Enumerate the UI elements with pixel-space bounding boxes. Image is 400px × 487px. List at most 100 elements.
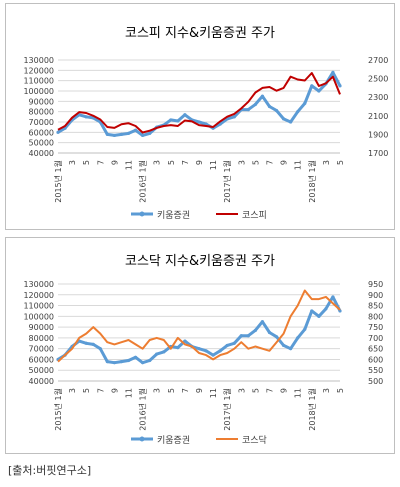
x-tick-label: 5 [167, 160, 176, 165]
data-point [253, 102, 257, 107]
y-left-tick-label: 70000 [29, 345, 54, 354]
legend-marker [139, 436, 145, 442]
y-left-tick-label: 130000 [23, 280, 54, 289]
data-point [310, 309, 314, 313]
data-point [253, 328, 257, 332]
data-point [155, 352, 159, 356]
legend-marker [139, 211, 145, 217]
legend-label: 키움증권 [157, 434, 190, 446]
x-tick-label: 2016년 1월 [138, 388, 148, 431]
data-point [218, 349, 222, 353]
data-point [162, 350, 166, 354]
chart-title: 코스닥 지수&키움증권 주가 [125, 254, 275, 269]
x-tick-label: 5 [82, 160, 91, 165]
data-point [246, 108, 250, 112]
data-point [197, 120, 201, 124]
x-tick-label: 7 [96, 388, 105, 393]
data-point [84, 115, 88, 119]
x-tick-label: 11 [294, 388, 303, 398]
x-tick-label: 3 [322, 160, 331, 165]
data-point [289, 120, 293, 124]
kosdaq-chart-panel: 코스닥 지수&키움증권 주가 40000 50000 60000 70000 80000 9… [5, 237, 395, 454]
x-tick-label: 5 [336, 388, 345, 393]
y-right-tick-label: 2300 [368, 93, 388, 102]
y-right-tick-label: 1900 [368, 130, 388, 139]
y-right-tick-label: 2100 [368, 112, 388, 121]
y-left-tick-label: 80000 [29, 334, 54, 343]
data-point [105, 360, 109, 364]
x-tick-label: 9 [280, 388, 289, 393]
x-tick-label: 2018년 1월 [307, 388, 317, 431]
y-right-tick-label: 850 [368, 302, 383, 311]
data-point [84, 341, 88, 345]
data-point [148, 131, 152, 135]
x-tick-label: 5 [251, 160, 260, 165]
data-point [141, 361, 145, 365]
data-point [267, 104, 272, 109]
y-left-tick-label: 110000 [23, 77, 54, 86]
data-point [169, 118, 173, 122]
data-point [141, 133, 145, 138]
y-left-tick-label: 40000 [29, 149, 54, 158]
x-tick-label: 7 [96, 160, 105, 165]
x-tick-label: 7 [181, 160, 190, 165]
y-right-tick-label: 550 [368, 366, 383, 375]
x-tick-label: 2015년 1월 [53, 160, 63, 203]
kospi-chart-panel: 코스피 지수&키움증권 주가 40000 50000 60000 70000 80000 9… [5, 3, 395, 230]
data-point [317, 89, 321, 93]
legend-label: 코스피 [242, 210, 267, 221]
data-point [310, 84, 314, 88]
data-point [274, 109, 279, 113]
data-point [119, 132, 124, 136]
y-right-tick-label: 950 [368, 280, 383, 289]
y-left-tick-label: 90000 [29, 97, 54, 106]
data-point [91, 342, 95, 346]
data-point [324, 307, 328, 311]
y-right-tick-label: 1700 [368, 149, 388, 158]
data-point [204, 349, 208, 353]
series-line-kosdaq [57, 289, 341, 363]
y-left-tick-label: 40000 [29, 377, 54, 386]
x-tick-label: 9 [195, 388, 204, 393]
x-tick-label: 3 [68, 388, 77, 393]
y-left-tick-label: 50000 [29, 366, 54, 375]
x-tick-label: 11 [209, 388, 218, 398]
x-tick-label: 5 [167, 388, 176, 393]
legend-label: 키움증권 [157, 209, 190, 221]
data-point [133, 128, 138, 132]
data-point [317, 314, 321, 318]
y-right-tick-label: 600 [368, 355, 383, 364]
data-point [303, 327, 307, 331]
data-point [232, 341, 236, 345]
data-point [112, 133, 116, 138]
data-point [56, 130, 60, 134]
x-tick-label: 2015년 1월 [53, 388, 63, 431]
data-point [296, 336, 300, 340]
y-right-tick-label: 2700 [368, 56, 388, 65]
x-tick-label: 11 [125, 160, 134, 170]
data-point [289, 347, 293, 351]
y-right-tick-label: 650 [368, 345, 383, 354]
x-tick-label: 5 [251, 388, 260, 393]
x-tick-label: 3 [237, 388, 246, 393]
x-tick-label: 7 [266, 388, 275, 393]
data-point [183, 339, 187, 343]
data-point [225, 343, 229, 348]
data-point [331, 70, 335, 74]
data-point [338, 84, 342, 88]
data-point [282, 343, 286, 348]
x-tick-label: 5 [336, 160, 345, 165]
x-tick-label: 3 [237, 160, 246, 165]
x-tick-label: 2017년 1월 [222, 160, 232, 203]
data-point [282, 117, 286, 121]
data-point [204, 122, 208, 126]
data-point [211, 353, 215, 357]
data-point [126, 131, 131, 135]
x-tick-label: 3 [153, 388, 162, 393]
y-left-tick-label: 60000 [29, 128, 54, 137]
x-tick-label: 9 [110, 388, 119, 393]
x-tick-label: 2017년 1월 [222, 388, 232, 431]
data-point [148, 358, 152, 363]
